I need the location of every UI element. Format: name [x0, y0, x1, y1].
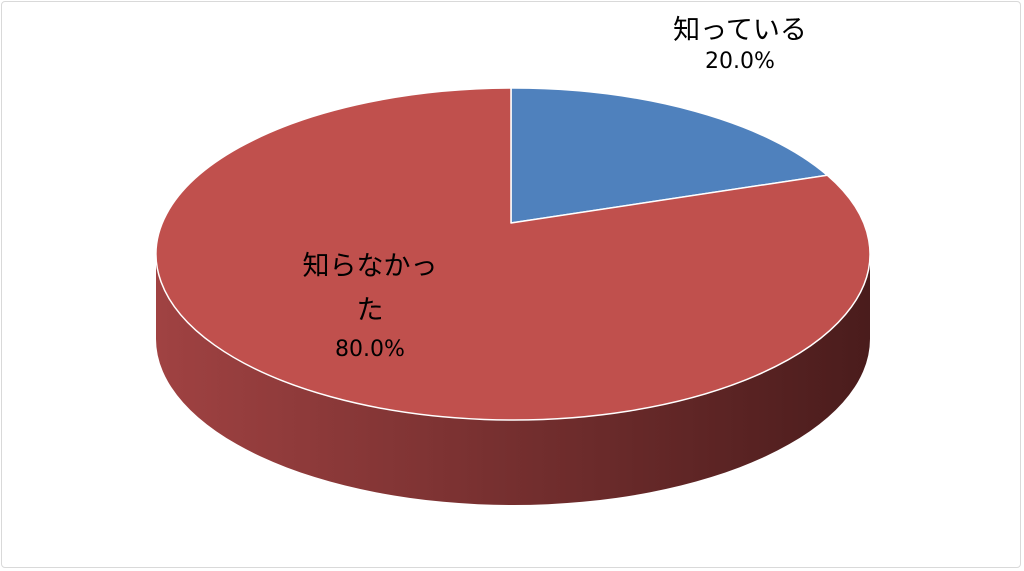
category-label-line1: 知らなかっ	[302, 251, 438, 282]
data-label-did-not-know: 知らなかっ た 80.0%	[270, 250, 470, 364]
pie-side-wall	[156, 254, 870, 505]
category-label-line2: た	[356, 295, 384, 326]
pie-slice-did-not-know	[155, 87, 871, 421]
percent-label: 20.0%	[705, 49, 775, 74]
data-label-knew: 知っている 20.0%	[640, 14, 840, 76]
percent-label: 80.0%	[335, 337, 405, 362]
category-label: 知っている	[673, 15, 807, 46]
pie-slice-knew	[510, 87, 828, 224]
